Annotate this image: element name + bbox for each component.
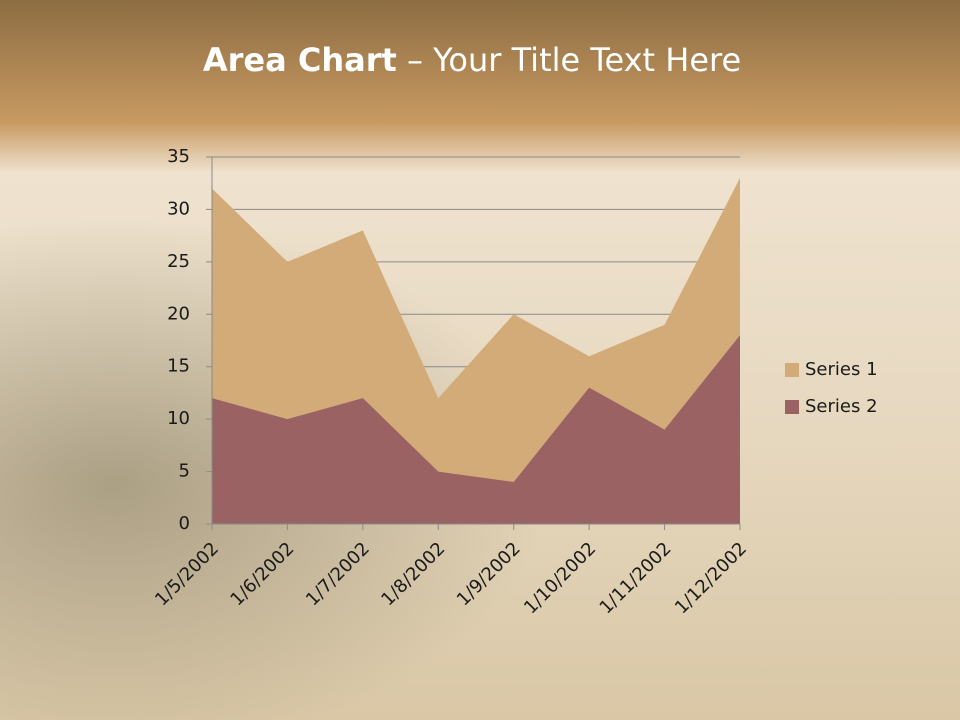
legend-swatch [785, 363, 799, 377]
area [212, 335, 740, 524]
slide-title: Area Chart – Your Title Text Here [203, 41, 741, 79]
legend-swatch [785, 400, 799, 414]
y-tick-label: 0 [179, 513, 190, 534]
legend-label: Series 2 [805, 396, 878, 417]
y-tick-label: 35 [167, 146, 190, 167]
legend-label: Series 1 [805, 359, 878, 380]
y-tick-label: 25 [167, 251, 190, 272]
y-tick-label: 5 [179, 461, 190, 482]
title-rest: – Your Title Text Here [407, 41, 741, 79]
y-tick-label: 10 [167, 408, 190, 429]
y-tick-label: 15 [167, 356, 190, 377]
y-tick-label: 30 [167, 198, 190, 219]
y-tick-label: 20 [167, 303, 190, 324]
title-bold: Area Chart [203, 41, 397, 79]
